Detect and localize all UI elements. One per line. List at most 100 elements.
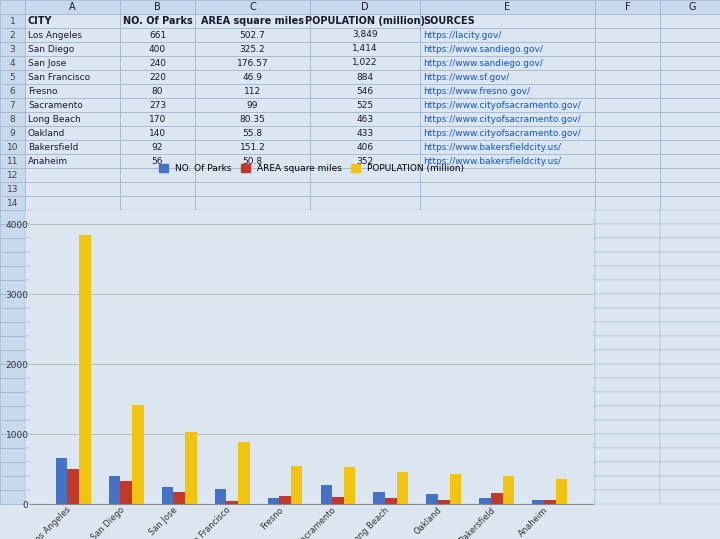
Bar [420, 392, 595, 406]
Bar [595, 112, 660, 126]
Bar [0, 28, 25, 42]
Bar [120, 70, 195, 84]
Bar [291, 466, 302, 504]
Text: 7: 7 [9, 100, 15, 109]
Bar [310, 462, 420, 476]
Bar [595, 336, 660, 350]
Bar [344, 467, 356, 504]
Bar [195, 462, 310, 476]
Bar [420, 364, 595, 378]
Bar [595, 84, 660, 98]
Bar [480, 497, 491, 504]
Text: A: A [69, 2, 76, 12]
Bar [660, 490, 720, 504]
Text: https://www.cityofsacramento.gov/: https://www.cityofsacramento.gov/ [423, 114, 581, 123]
Bar [420, 462, 595, 476]
Bar [25, 126, 120, 140]
Text: 2: 2 [9, 31, 15, 39]
Bar [215, 488, 226, 504]
Bar [195, 84, 310, 98]
Bar [195, 322, 310, 336]
Bar [660, 0, 720, 14]
Bar [67, 469, 79, 504]
Bar [0, 476, 25, 490]
Bar [120, 434, 195, 448]
Bar [25, 154, 120, 168]
Bar [595, 364, 660, 378]
Text: 80: 80 [152, 86, 163, 95]
Bar [595, 210, 660, 224]
Bar [595, 0, 660, 14]
Text: 240: 240 [149, 59, 166, 67]
Bar [310, 70, 420, 84]
Bar [195, 336, 310, 350]
Bar [0, 462, 25, 476]
Bar [120, 350, 195, 364]
Bar [420, 322, 595, 336]
Bar [25, 168, 120, 182]
Bar [25, 224, 120, 238]
Bar [132, 405, 143, 504]
Bar [195, 182, 310, 196]
Bar [595, 196, 660, 210]
Bar [595, 350, 660, 364]
Text: 13: 13 [6, 184, 18, 194]
Bar [660, 266, 720, 280]
Bar [0, 364, 25, 378]
Bar [310, 14, 420, 28]
Text: 5: 5 [9, 73, 15, 81]
Bar [660, 448, 720, 462]
Bar [595, 252, 660, 266]
Text: 12: 12 [6, 170, 18, 179]
Text: 11: 11 [6, 156, 18, 165]
Bar [195, 238, 310, 252]
Bar [310, 112, 420, 126]
Bar [420, 266, 595, 280]
Bar [25, 420, 120, 434]
Bar [310, 392, 420, 406]
Bar [595, 378, 660, 392]
Text: 14: 14 [6, 198, 18, 208]
Bar [120, 182, 195, 196]
Bar [195, 56, 310, 70]
Bar [195, 252, 310, 266]
Bar [420, 252, 595, 266]
Bar [25, 56, 120, 70]
Bar [0, 294, 25, 308]
Text: 9: 9 [9, 128, 15, 137]
Bar [660, 28, 720, 42]
Bar [0, 420, 25, 434]
Text: D: D [361, 2, 369, 12]
Text: https://www.sandiego.gov/: https://www.sandiego.gov/ [423, 59, 543, 67]
Bar [120, 462, 195, 476]
Bar [595, 14, 660, 28]
Bar [161, 487, 174, 504]
Bar [310, 168, 420, 182]
Bar [25, 490, 120, 504]
Text: 433: 433 [356, 128, 374, 137]
Bar [25, 266, 120, 280]
Text: San Diego: San Diego [28, 45, 74, 53]
Bar [174, 492, 185, 504]
Text: https://www.cityofsacramento.gov/: https://www.cityofsacramento.gov/ [423, 128, 581, 137]
Bar [310, 84, 420, 98]
Bar [660, 294, 720, 308]
Bar [195, 280, 310, 294]
Bar [491, 493, 503, 504]
Text: 112: 112 [244, 86, 261, 95]
Bar [0, 378, 25, 392]
Bar [0, 140, 25, 154]
Bar [120, 476, 195, 490]
Bar [195, 350, 310, 364]
Bar [0, 70, 25, 84]
Bar [426, 494, 438, 504]
Bar [310, 42, 420, 56]
Bar [120, 448, 195, 462]
Bar [25, 252, 120, 266]
Bar [120, 481, 132, 504]
Bar [420, 476, 595, 490]
Bar [556, 479, 567, 504]
Bar [226, 501, 238, 504]
Bar [0, 84, 25, 98]
Bar [533, 500, 544, 504]
